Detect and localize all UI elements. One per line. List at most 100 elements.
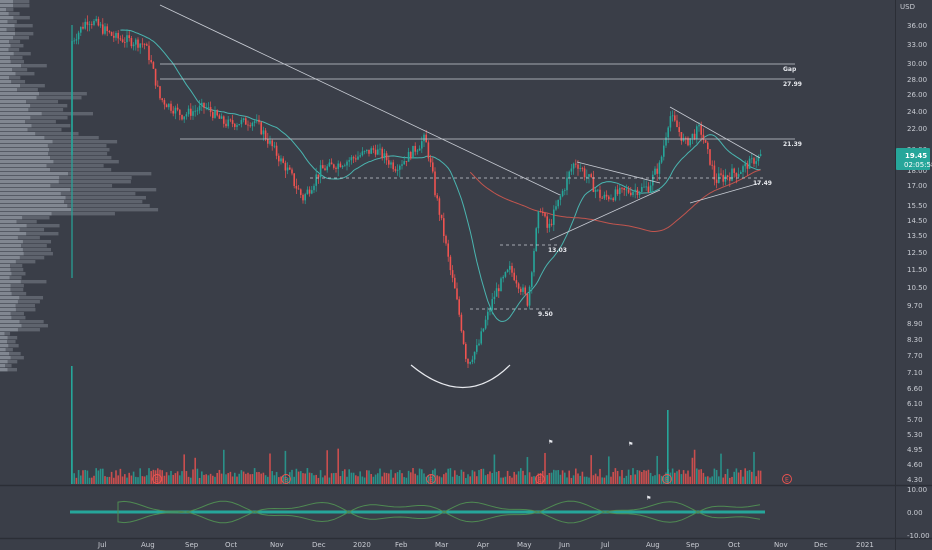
candle-body bbox=[115, 32, 117, 38]
profile-bar-up bbox=[0, 328, 18, 332]
candle-body bbox=[467, 358, 469, 364]
candle-body bbox=[80, 26, 82, 33]
volume-bar bbox=[559, 474, 562, 484]
candle-body bbox=[755, 161, 757, 164]
volume-bar bbox=[374, 474, 377, 484]
candle-body bbox=[262, 130, 265, 135]
volume-bar bbox=[121, 476, 124, 484]
candle-body bbox=[647, 186, 650, 193]
volume-bar bbox=[192, 469, 194, 484]
profile-bar-up bbox=[0, 232, 27, 236]
profile-bar-down bbox=[8, 344, 19, 348]
candle-body bbox=[636, 189, 639, 195]
candle-body bbox=[500, 278, 502, 292]
volume-bar bbox=[223, 449, 225, 484]
x-tick-label: 2021 bbox=[856, 541, 874, 549]
profile-bar-down bbox=[21, 64, 47, 68]
candle-body bbox=[91, 24, 93, 26]
profile-bar-down bbox=[46, 164, 104, 168]
volume-bar bbox=[755, 476, 757, 484]
volume-bar bbox=[225, 474, 227, 484]
candle-body bbox=[566, 177, 568, 191]
candle-body bbox=[746, 163, 749, 169]
profile-bar-down bbox=[6, 340, 16, 344]
volume-bar bbox=[214, 476, 216, 484]
profile-bar-down bbox=[15, 308, 36, 312]
candle-body bbox=[357, 156, 359, 160]
volume-bar bbox=[599, 468, 601, 484]
candle-body bbox=[588, 174, 590, 177]
candle-body bbox=[427, 142, 430, 159]
candle-body bbox=[163, 100, 166, 105]
volume-bar bbox=[660, 475, 663, 484]
candle-body bbox=[454, 277, 456, 289]
countdown: 02:05:58 bbox=[904, 161, 932, 169]
candle-body bbox=[335, 167, 337, 169]
candle-body bbox=[733, 168, 735, 173]
volume-bar bbox=[152, 469, 155, 484]
profile-bar-up bbox=[0, 288, 11, 292]
candle-body bbox=[579, 168, 581, 169]
volume-bar bbox=[449, 468, 452, 484]
profile-bar-down bbox=[13, 52, 31, 56]
level-label: 21.39 bbox=[783, 141, 802, 148]
volume-bar bbox=[517, 471, 520, 484]
candle-body bbox=[88, 24, 91, 26]
volume-bar bbox=[88, 477, 91, 484]
candle-body bbox=[715, 179, 718, 183]
candle-body bbox=[304, 194, 306, 201]
profile-bar-down bbox=[67, 204, 150, 208]
candle-body bbox=[522, 287, 524, 292]
candle-body bbox=[704, 139, 707, 143]
profile-bar-down bbox=[5, 348, 13, 352]
profile-bar-up bbox=[0, 268, 11, 272]
candle-body bbox=[108, 31, 111, 33]
profile-bar-up bbox=[0, 256, 20, 260]
candle-body bbox=[619, 187, 621, 195]
volume-bar bbox=[231, 476, 234, 484]
candle-body bbox=[421, 141, 423, 149]
candle-body bbox=[267, 139, 269, 144]
volume-bar bbox=[341, 471, 344, 484]
volume-bar bbox=[656, 455, 658, 484]
candle-body bbox=[179, 109, 181, 115]
x-tick-label: Aug bbox=[141, 541, 155, 549]
volume-bar bbox=[568, 470, 570, 484]
candle-body bbox=[425, 134, 427, 143]
volume-bar bbox=[418, 468, 421, 484]
profile-bar-up bbox=[0, 336, 8, 340]
volume-bar bbox=[410, 472, 412, 484]
candle-body bbox=[748, 158, 751, 169]
volume-bar bbox=[174, 473, 177, 484]
volume-bar bbox=[484, 475, 487, 484]
volume-bar bbox=[696, 468, 698, 484]
y-tick-label: 6.10 bbox=[907, 400, 923, 408]
candle-body bbox=[124, 42, 126, 43]
volume-bar bbox=[625, 475, 628, 484]
volume-bar bbox=[97, 470, 100, 484]
profile-bar-down bbox=[21, 244, 47, 248]
candle-body bbox=[735, 172, 738, 177]
candle-body bbox=[229, 119, 232, 121]
candle-body bbox=[625, 189, 628, 191]
candle-body bbox=[429, 158, 432, 163]
volume-bar bbox=[748, 470, 751, 484]
level-label: 9.50 bbox=[538, 311, 553, 318]
volume-bar bbox=[709, 477, 711, 484]
candle-body bbox=[218, 115, 221, 119]
volume-bar bbox=[289, 472, 291, 484]
candle-body bbox=[192, 111, 194, 116]
candle-body bbox=[168, 103, 170, 108]
volume-bar bbox=[381, 476, 383, 484]
candle-body bbox=[154, 68, 157, 86]
candle-body bbox=[630, 192, 632, 196]
volume-bar bbox=[465, 477, 467, 484]
candle-body bbox=[634, 189, 636, 192]
profile-bar-down bbox=[48, 152, 108, 156]
volume-bar bbox=[249, 474, 251, 484]
profile-bar-down bbox=[13, 36, 30, 40]
profile-bar-up bbox=[0, 176, 60, 180]
volume-bar bbox=[128, 472, 130, 484]
candle-body bbox=[350, 157, 353, 161]
